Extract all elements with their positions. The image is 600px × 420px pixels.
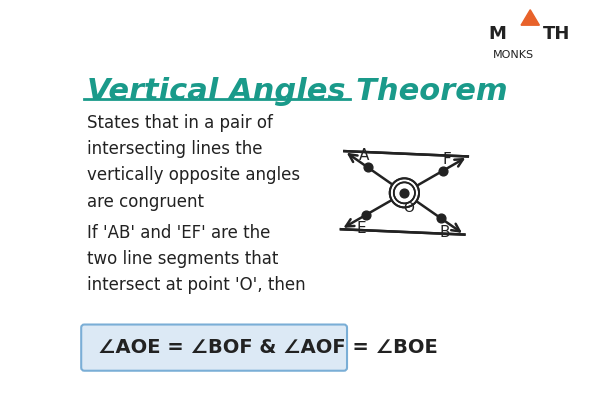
Text: TH: TH [542, 25, 570, 43]
Point [400, 189, 409, 196]
FancyBboxPatch shape [81, 325, 347, 371]
Text: A: A [359, 149, 369, 163]
Point [439, 167, 448, 174]
Text: B: B [440, 225, 450, 239]
Point [361, 212, 370, 218]
Point [436, 215, 446, 222]
Text: O: O [404, 200, 415, 215]
Circle shape [390, 178, 419, 207]
Text: Vertical Angles Theorem: Vertical Angles Theorem [86, 77, 507, 106]
Text: F: F [443, 152, 451, 167]
Text: MONKS: MONKS [493, 50, 534, 60]
Text: If 'AB' and 'EF' are the
two line segments that
intersect at point 'O', then: If 'AB' and 'EF' are the two line segmen… [86, 223, 305, 294]
Text: States that in a pair of
intersecting lines the
vertically opposite angles
are c: States that in a pair of intersecting li… [86, 113, 300, 211]
Text: E: E [357, 221, 367, 236]
Text: M: M [488, 25, 506, 43]
Text: ∠AOE = ∠BOF & ∠AOF = ∠BOE: ∠AOE = ∠BOF & ∠AOF = ∠BOE [98, 338, 438, 357]
Point [363, 164, 373, 171]
Polygon shape [521, 10, 539, 25]
